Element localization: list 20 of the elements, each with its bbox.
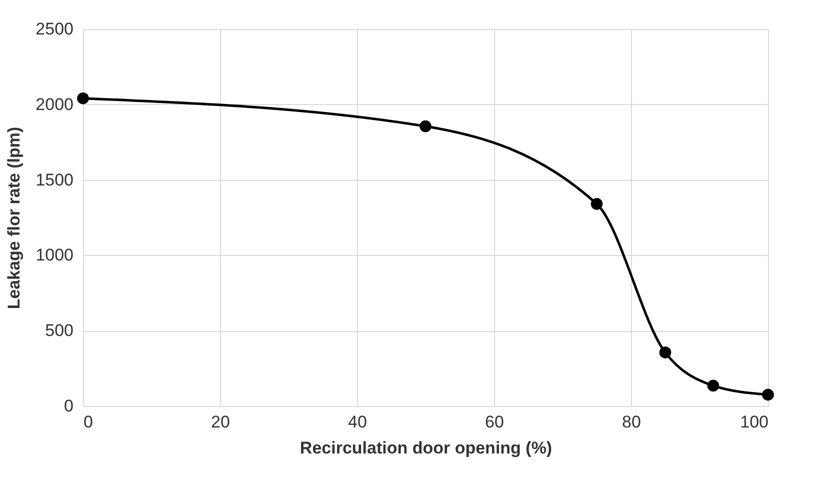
x-axis-title: Recirculation door opening (%) [300, 438, 552, 458]
x-tick-label: 80 [622, 412, 641, 432]
y-tick-label: 1500 [36, 170, 74, 190]
y-tick-label: 1000 [36, 246, 74, 265]
point [762, 388, 774, 401]
x-tick-label: 0 [84, 412, 93, 432]
y-tick-label: 2000 [36, 94, 74, 114]
x-tick-label: 60 [485, 412, 504, 432]
x-tick-label: 40 [348, 412, 367, 432]
y-tick-label: 500 [45, 321, 74, 340]
point [77, 92, 89, 104]
y-axis-title: Leakage flor rate (lpm) [4, 126, 24, 310]
x-tick-label: 100 [740, 412, 768, 432]
point [707, 380, 720, 392]
y-tick-label: 0 [64, 396, 74, 416]
y-tick-label: 2500 [36, 20, 74, 38]
x-tick-label: 20 [211, 412, 230, 432]
point [590, 198, 603, 210]
point [420, 120, 432, 132]
point [659, 346, 672, 358]
